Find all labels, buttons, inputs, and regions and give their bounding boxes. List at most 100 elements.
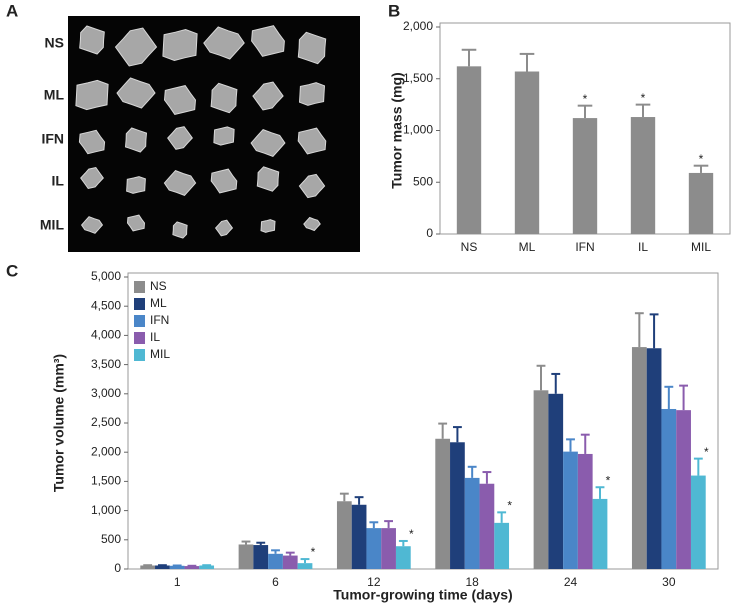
legend-swatch [134,315,145,327]
x-tick-label: 12 [367,575,381,589]
tumor [163,85,197,115]
bar [253,545,269,569]
tumor [79,25,105,55]
legend-label: NS [150,279,167,293]
legend-label: ML [150,296,167,310]
x-tick-label: ML [519,240,536,254]
x-tick-label: IL [638,240,648,254]
bar [514,71,540,234]
legend-swatch [134,281,145,293]
y-tick-label: 3,000 [91,386,121,400]
tumor [297,127,327,155]
tumor [114,27,158,67]
y-tick-label: 2,000 [91,444,121,458]
bar [592,498,608,569]
tumor [203,26,245,60]
bar [169,565,185,569]
tumor [298,82,326,106]
bar [381,528,396,569]
bar [577,453,593,569]
significance-marker: * [699,152,704,166]
bar [661,408,677,569]
y-tick-label: 1,500 [403,71,433,85]
tumor [256,166,280,192]
legend-swatch [134,298,145,310]
bar [282,555,298,569]
bar [184,566,200,569]
y-tick-label: 1,500 [91,474,121,488]
bar [464,477,480,569]
significance-marker: * [409,527,414,541]
tumor [163,170,197,196]
tumor [297,31,327,65]
y-tick-label: 0 [114,561,121,575]
bar [366,528,382,569]
tumor [210,168,238,194]
tumor [75,79,109,111]
x-axis-label: Tumor-growing time (days) [333,587,512,603]
y-tick-label: 500 [413,174,433,188]
bar [646,348,662,569]
x-tick-label: 18 [465,575,479,589]
tumor [116,77,156,109]
y-tick-label: 4,000 [91,328,121,342]
bar [630,117,656,234]
legend-swatch [134,332,145,344]
x-tick-label: 6 [272,575,279,589]
x-tick-label: 24 [564,575,578,589]
legend-label: IFN [150,313,169,327]
tumor [303,216,321,232]
legend-swatch [134,349,145,361]
significance-marker: * [606,473,611,487]
tumor [126,176,146,194]
bar [494,522,510,569]
tumor [162,28,198,62]
x-tick-label: 30 [662,575,676,589]
x-tick-label: NS [461,240,478,254]
bar [336,501,352,569]
x-tick-label: 1 [174,575,181,589]
y-tick-label: 5,000 [91,269,121,283]
tumor [124,127,148,153]
row-label: ML [44,87,65,103]
bar [435,438,451,569]
bar [450,442,465,569]
tumor [80,216,104,234]
bar [351,504,367,569]
tumor [78,129,106,155]
significance-marker: * [507,499,512,513]
y-tick-label: 4,500 [91,298,121,312]
bar [563,451,578,569]
y-tick-label: 3,500 [91,357,121,371]
y-tick-label: 0 [426,226,433,240]
row-label: MIL [40,217,65,233]
legend-label: MIL [150,347,170,361]
legend-label: IL [150,330,160,344]
row-label: IFN [41,131,64,147]
tumor [126,214,146,232]
significance-marker: * [641,91,646,105]
bar [479,483,495,569]
panel-label: A [6,1,18,20]
y-tick-label: 2,000 [403,19,433,33]
significance-marker: * [311,545,316,559]
y-axis-label: Tumor volume (mm³) [51,354,67,492]
bar [456,66,482,234]
bar [572,118,598,234]
y-tick-label: 500 [101,532,121,546]
significance-marker: * [704,445,709,459]
tumor-photo-content [75,25,327,239]
plot-frame [127,272,719,570]
tumor [172,221,188,239]
bar [297,563,313,569]
panel-label: C [6,261,18,280]
row-label: NS [45,35,64,51]
bar [199,565,215,569]
bar [395,546,411,569]
tumor [167,126,193,150]
row-label: IL [52,173,65,189]
bar [631,347,647,569]
tumor [251,25,285,57]
panel-label: B [388,1,400,20]
